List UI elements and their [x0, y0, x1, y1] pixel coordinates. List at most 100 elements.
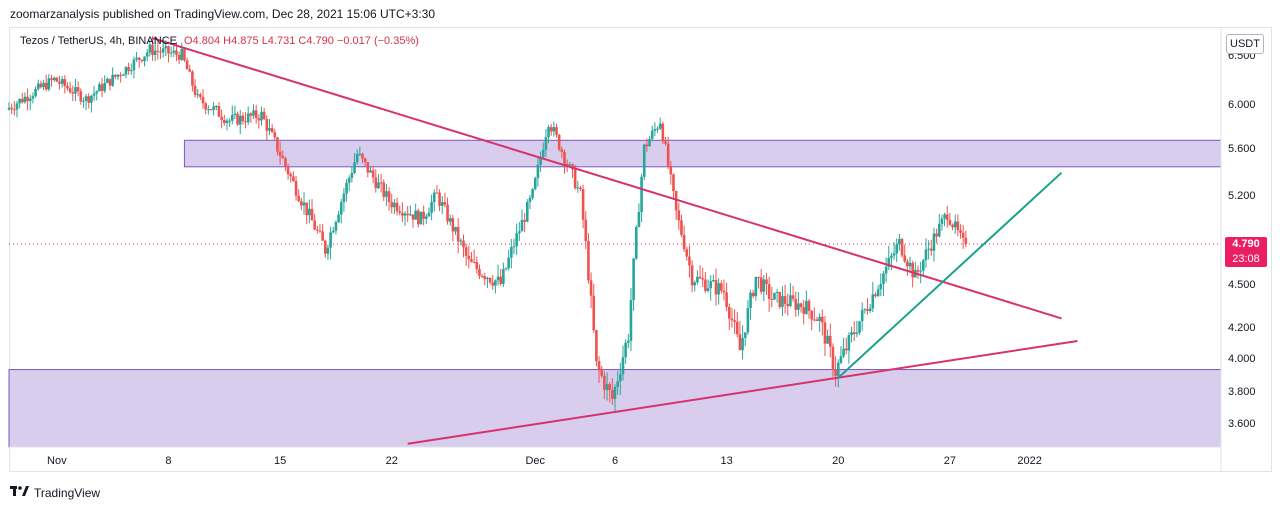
- price-tick-label: 4.000: [1228, 353, 1256, 365]
- candle-body: [369, 170, 372, 173]
- candle-body: [329, 232, 332, 248]
- candle: [270, 123, 274, 134]
- candle: [193, 79, 197, 98]
- candle: [63, 75, 67, 94]
- candle: [358, 146, 362, 157]
- candle-body: [494, 280, 497, 286]
- candle-body: [185, 60, 189, 70]
- candle-body: [813, 319, 816, 321]
- candle: [153, 42, 157, 61]
- candle-body: [193, 85, 197, 95]
- candle: [629, 287, 633, 352]
- candle: [544, 129, 548, 157]
- candle-body: [10, 107, 13, 110]
- candle-body: [948, 219, 952, 225]
- candle-body: [765, 279, 768, 285]
- candle-body: [712, 280, 715, 282]
- candle-body: [892, 253, 896, 256]
- candle-body: [656, 128, 659, 130]
- candle-body: [98, 84, 101, 92]
- candle-body: [895, 244, 899, 254]
- candle: [430, 194, 433, 221]
- candle: [254, 104, 258, 124]
- candle: [658, 117, 662, 130]
- time-tick-label: 13: [721, 455, 733, 467]
- candle-body: [387, 191, 391, 203]
- candle-body: [284, 158, 287, 167]
- candle: [42, 79, 45, 91]
- candle-body: [50, 78, 53, 80]
- candle: [106, 77, 109, 84]
- candle: [119, 72, 122, 83]
- candle-body: [316, 229, 319, 231]
- candle-body: [887, 257, 891, 268]
- candle-body: [714, 280, 718, 295]
- candle: [802, 299, 806, 325]
- footer-brand[interactable]: TradingView: [10, 485, 100, 500]
- candle: [353, 153, 356, 175]
- candle-body: [504, 268, 508, 270]
- candle: [215, 105, 218, 111]
- candle: [759, 269, 763, 295]
- candle: [536, 156, 540, 187]
- candle: [257, 114, 261, 129]
- candle-body: [318, 230, 322, 232]
- candle: [908, 256, 912, 273]
- candle: [626, 334, 630, 349]
- candle-body: [339, 202, 343, 215]
- candle: [196, 89, 200, 99]
- candle: [709, 275, 712, 301]
- candle-body: [929, 248, 933, 251]
- candle-body: [355, 153, 359, 163]
- candle: [653, 122, 657, 137]
- candle: [552, 121, 556, 137]
- candle-body: [159, 51, 162, 53]
- candle: [924, 238, 928, 268]
- candle-body: [13, 109, 16, 111]
- candle-body: [496, 276, 500, 281]
- candle: [369, 166, 372, 173]
- candle-body: [943, 214, 946, 219]
- candle-body: [539, 157, 542, 165]
- candle-body: [757, 276, 760, 278]
- candle: [268, 118, 271, 136]
- candle-body: [725, 292, 728, 307]
- candle-body: [183, 48, 186, 61]
- candle-body: [735, 321, 739, 335]
- candle: [411, 214, 415, 228]
- candle: [730, 307, 734, 328]
- candle-body: [395, 202, 399, 212]
- candle-body: [446, 204, 449, 222]
- candle-body: [584, 219, 588, 242]
- candle-body: [374, 177, 378, 189]
- currency-button[interactable]: USDT: [1226, 34, 1264, 54]
- candle-body: [672, 174, 675, 192]
- candle: [440, 195, 444, 215]
- candle: [751, 289, 755, 299]
- candle-body: [297, 195, 301, 202]
- candle-body: [257, 118, 261, 121]
- candle: [682, 225, 686, 252]
- candle: [475, 256, 479, 274]
- candle-body: [353, 162, 356, 173]
- legend-close: C4.790: [298, 35, 334, 47]
- candle-body: [106, 78, 109, 83]
- candle-body: [786, 303, 790, 307]
- candle: [212, 102, 215, 116]
- candle: [222, 114, 226, 126]
- candle: [533, 176, 537, 191]
- candle-body: [908, 262, 912, 267]
- candle-body: [286, 166, 290, 175]
- candle-body: [414, 210, 417, 220]
- candle-body: [140, 59, 144, 62]
- candle: [486, 276, 489, 288]
- candle: [911, 260, 914, 288]
- candle-body: [733, 320, 736, 322]
- candle-body: [60, 79, 64, 84]
- candle-body: [470, 259, 473, 262]
- candle-body: [169, 52, 173, 54]
- candle: [504, 267, 508, 271]
- candle: [491, 275, 495, 290]
- candle: [836, 359, 840, 388]
